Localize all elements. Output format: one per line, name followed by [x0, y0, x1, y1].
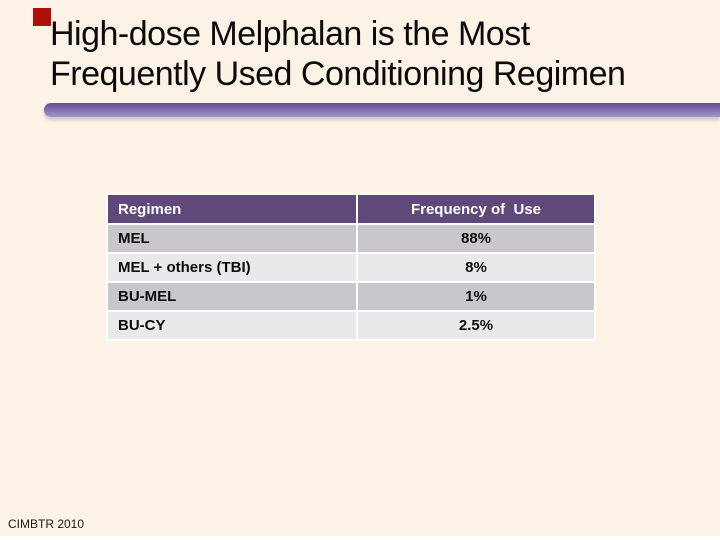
- cell-frequency: 2.5%: [358, 312, 594, 339]
- cell-frequency: 88%: [358, 225, 594, 252]
- table-row: MEL + others (TBI) 8%: [108, 254, 594, 281]
- title-underline-bar: [44, 103, 720, 117]
- column-header-regimen: Regimen: [108, 195, 356, 223]
- cell-frequency: 1%: [358, 283, 594, 310]
- footer-source-text: CIMBTR 2010: [8, 517, 85, 531]
- cell-frequency: 8%: [358, 254, 594, 281]
- corner-red-square-decoration: [33, 8, 51, 26]
- cell-regimen: BU-CY: [108, 312, 356, 339]
- slide-bottom-edge: [0, 536, 720, 540]
- table-row: MEL 88%: [108, 225, 594, 252]
- cell-regimen: BU-MEL: [108, 283, 356, 310]
- regimen-frequency-table: Regimen Frequency of Use MEL 88% MEL + o…: [106, 193, 596, 341]
- cell-regimen: MEL + others (TBI): [108, 254, 356, 281]
- table-header-row: Regimen Frequency of Use: [108, 195, 594, 223]
- table-row: BU-MEL 1%: [108, 283, 594, 310]
- cell-regimen: MEL: [108, 225, 356, 252]
- slide-title-line-1: High-dose Melphalan is the Most: [50, 15, 530, 53]
- slide-title-line-2: Frequently Used Conditioning Regimen: [50, 55, 626, 93]
- column-header-frequency: Frequency of Use: [358, 195, 594, 223]
- slide-title: High-dose Melphalan is the Most Frequent…: [50, 14, 715, 94]
- table-row: BU-CY 2.5%: [108, 312, 594, 339]
